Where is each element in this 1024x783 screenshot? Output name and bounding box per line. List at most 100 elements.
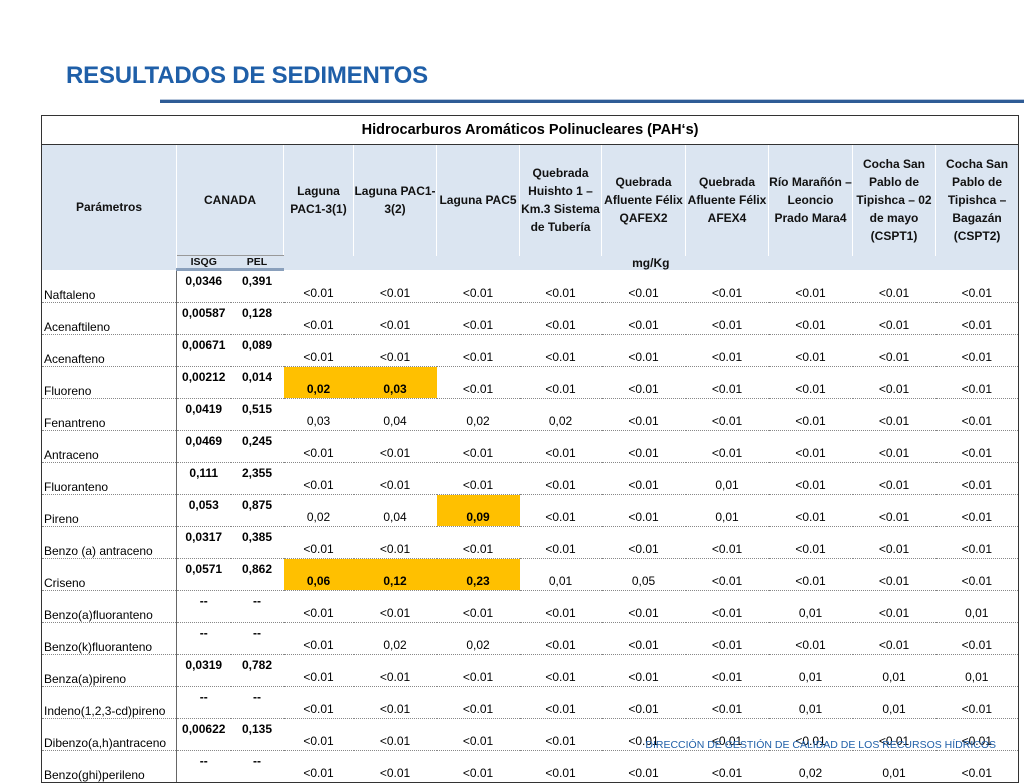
- value-cell: <0.01: [436, 654, 520, 687]
- site-header: Río Marañón – Leoncio Prado Mara4: [768, 144, 853, 256]
- value-cell: <0.01: [519, 622, 602, 655]
- table-super-header: Hidrocarburos Aromáticos Polinucleares (…: [40, 115, 1020, 145]
- value-cell: <0.01: [852, 430, 936, 463]
- pel-value: 0,391: [230, 269, 284, 303]
- parameter-name: Indeno(1,2,3-cd)pireno: [41, 686, 177, 719]
- value-cell: 0,01: [935, 590, 1020, 623]
- value-cell-exceeds: 0,12: [353, 558, 437, 591]
- isqg-value: 0,053: [176, 494, 231, 527]
- value-cell: <0.01: [353, 334, 437, 367]
- value-cell: <0.01: [519, 750, 602, 783]
- value-cell: <0.01: [353, 686, 437, 719]
- table-row: Acenafteno 0,00671 0,089 <0.01 <0.01 <0.01 <0.…: [41, 334, 1020, 367]
- value-cell: <0.01: [685, 686, 769, 719]
- value-cell: <0.01: [935, 302, 1020, 335]
- isqg-value: 0,00212: [176, 366, 231, 399]
- isqg-value: --: [176, 686, 231, 719]
- parameter-name: Fluoreno: [41, 366, 177, 399]
- value-cell: <0.01: [685, 430, 769, 463]
- value-cell: 0,04: [353, 398, 437, 431]
- value-cell: <0.01: [768, 558, 853, 591]
- parameter-name: Antraceno: [41, 430, 177, 463]
- value-cell: <0.01: [685, 558, 769, 591]
- isqg-value: 0,0317: [176, 526, 231, 559]
- value-cell: <0.01: [283, 526, 354, 559]
- table-body: Naftaleno 0,0346 0,391 <0.01 <0.01 <0.01 <0.01…: [41, 269, 1020, 783]
- value-cell: <0.01: [685, 622, 769, 655]
- value-cell: 0,05: [601, 558, 686, 591]
- value-cell: <0.01: [685, 334, 769, 367]
- parameter-name: Benzo (a) antraceno: [41, 526, 177, 559]
- value-cell: <0.01: [601, 654, 686, 687]
- value-cell: <0.01: [852, 590, 936, 623]
- value-cell: <0.01: [768, 494, 853, 527]
- pel-value: --: [230, 686, 284, 719]
- value-cell: 0,01: [768, 654, 853, 687]
- site-header: Quebrada Huishto 1 – Km.3 Sistema de Tub…: [519, 144, 602, 256]
- value-cell: <0.01: [768, 430, 853, 463]
- value-cell-exceeds: 0,06: [283, 558, 354, 591]
- pah-results-table: Hidrocarburos Aromáticos Polinucleares (…: [40, 115, 1020, 783]
- value-cell: <0.01: [519, 686, 602, 719]
- value-cell-exceeds: 0,03: [353, 366, 437, 399]
- value-cell: <0.01: [852, 494, 936, 527]
- isqg-value: 0,0319: [176, 654, 231, 687]
- parameters-header: Parámetros: [41, 144, 177, 270]
- value-cell-exceeds: 0,09: [436, 494, 520, 527]
- value-cell: <0.01: [436, 718, 520, 751]
- value-cell: <0.01: [601, 462, 686, 495]
- isqg-value: 0,0571: [176, 558, 231, 591]
- value-cell: <0.01: [283, 302, 354, 335]
- site-header: Laguna PAC1-3(1): [283, 144, 354, 256]
- value-cell: <0.01: [436, 334, 520, 367]
- value-cell: <0.01: [283, 686, 354, 719]
- value-cell: 0,02: [353, 622, 437, 655]
- value-cell: 0,02: [768, 750, 853, 783]
- table-row: Benza(a)pireno 0,0319 0,782 <0.01 <0.01 <0.01…: [41, 654, 1020, 687]
- value-cell: <0.01: [768, 526, 853, 559]
- value-cell: <0.01: [768, 398, 853, 431]
- table-row: Benzo(k)fluoranteno -- -- <0.01 0,02 0,02 <0.0…: [41, 622, 1020, 655]
- value-cell: <0.01: [283, 462, 354, 495]
- value-cell: <0.01: [519, 718, 602, 751]
- value-cell: <0.01: [353, 590, 437, 623]
- pel-header: PEL: [230, 255, 284, 271]
- value-cell: <0.01: [283, 590, 354, 623]
- pel-value: 0,875: [230, 494, 284, 527]
- parameter-name: Pireno: [41, 494, 177, 527]
- isqg-value: 0,0346: [176, 269, 231, 303]
- value-cell: <0.01: [519, 430, 602, 463]
- parameter-name: Acenafteno: [41, 334, 177, 367]
- pel-value: --: [230, 622, 284, 655]
- value-cell: <0.01: [436, 462, 520, 495]
- value-cell: <0.01: [935, 750, 1020, 783]
- value-cell: <0.01: [685, 750, 769, 783]
- value-cell: <0.01: [519, 654, 602, 687]
- value-cell: <0.01: [283, 622, 354, 655]
- units-label: mg/Kg: [283, 255, 1020, 270]
- value-cell: 0,02: [519, 398, 602, 431]
- isqg-value: 0,0419: [176, 398, 231, 431]
- title-underline: [160, 99, 1024, 103]
- table-row: Acenaftileno 0,00587 0,128 <0.01 <0.01 <0.01 <…: [41, 302, 1020, 335]
- value-cell: <0.01: [768, 269, 853, 303]
- site-header: Quebrada Afluente Félix QAFEX2: [601, 144, 686, 256]
- value-cell: <0.01: [283, 718, 354, 751]
- value-cell: <0.01: [601, 750, 686, 783]
- value-cell: <0.01: [519, 366, 602, 399]
- value-cell: <0.01: [685, 526, 769, 559]
- table-row: Antraceno 0,0469 0,245 <0.01 <0.01 <0.01 <0.01…: [41, 430, 1020, 463]
- site-header: Laguna PAC5: [436, 144, 520, 256]
- value-cell: <0.01: [685, 398, 769, 431]
- value-cell: <0.01: [601, 686, 686, 719]
- value-cell: <0.01: [852, 718, 936, 751]
- value-cell: <0.01: [935, 398, 1020, 431]
- parameter-name: Benzo(k)fluoranteno: [41, 622, 177, 655]
- value-cell: <0.01: [353, 526, 437, 559]
- isqg-value: 0,00622: [176, 718, 231, 751]
- value-cell: <0.01: [601, 302, 686, 335]
- table-row: Fluoranteno 0,111 2,355 <0.01 <0.01 <0.01 <0.0…: [41, 462, 1020, 495]
- value-cell: <0.01: [601, 526, 686, 559]
- value-cell: <0.01: [353, 750, 437, 783]
- parameter-name: Naftaleno: [41, 269, 177, 303]
